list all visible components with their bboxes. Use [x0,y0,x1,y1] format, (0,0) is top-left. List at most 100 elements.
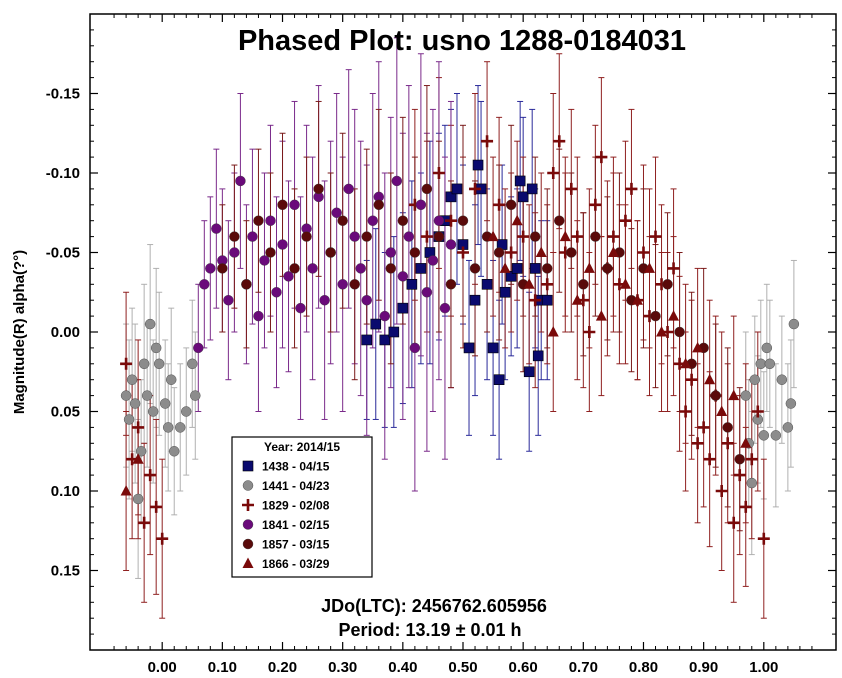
data-point [607,246,619,257]
data-point [541,294,553,306]
data-point [132,453,144,464]
data-point [343,183,354,195]
data-point [505,246,518,259]
data-point [547,167,560,179]
data-point [421,287,433,298]
x-tick-label: 0.80 [629,659,658,676]
x-tick-label: 0.70 [569,659,598,676]
data-point [566,247,577,258]
data-point [217,263,228,274]
data-point [445,279,457,290]
x-tick-label: 0.10 [208,659,237,676]
data-point [619,214,632,227]
data-point [409,247,421,258]
data-point [770,430,782,441]
data-point [295,302,306,314]
data-point [728,389,740,401]
data-point [397,215,409,226]
data-point [685,373,698,386]
data-point [650,310,661,322]
data-point [120,357,133,370]
data-point [349,279,360,290]
legend-items: 1438 - 04/15 1441 - 04/23 1829 - 02/08 1841… [242,460,330,571]
data-point [433,215,445,226]
data-point [144,318,156,330]
data-point [379,310,390,322]
data-point [421,183,433,195]
data-point [595,310,607,321]
data-point [415,199,427,211]
data-point [132,421,145,434]
data-point [526,183,538,195]
data-point [175,422,186,433]
jd-annotation: JDo(LTC): 2456762.605956 [321,596,547,616]
data-point [697,421,710,434]
legend-marker [242,519,254,530]
data-point [761,342,773,354]
x-tick-label: 0.20 [268,659,297,676]
data-point [397,271,409,282]
data-point [644,262,655,273]
data-point [211,223,222,234]
data-point [703,453,716,466]
markers-layer [120,135,800,545]
data-point [782,422,794,433]
data-point [135,446,147,457]
data-point [361,295,372,306]
data-point [403,231,415,242]
data-point [235,175,246,187]
legend: Year: 2014/15 1438 - 04/15 1441 - 04/23 18… [231,436,373,578]
legend-marker [242,557,254,568]
data-point [150,500,163,513]
data-point [553,135,566,148]
data-point [397,302,409,314]
data-point [129,398,141,409]
data-point [514,175,526,187]
data-point [631,294,643,305]
data-point [283,271,294,282]
data-point [205,263,216,274]
data-point [337,279,348,290]
data-point [247,231,258,242]
data-point [523,366,535,378]
data-point [444,214,457,227]
data-point [535,246,547,257]
x-tick-label: 0.60 [509,659,538,676]
data-point [265,215,276,226]
data-point [764,358,776,369]
data-point [602,263,613,274]
data-point [469,294,481,306]
data-point [674,326,685,338]
data-point [433,231,445,242]
data-point [583,262,595,273]
chart-title: Phased Plot: usno 1288-0184031 [238,25,686,57]
data-point [457,246,469,259]
data-point [457,215,469,226]
data-point [481,278,493,290]
data-point [542,263,553,274]
data-point [123,414,135,425]
data-point [481,135,494,148]
legend-label: 1841 - 02/15 [262,518,330,532]
legend-label: 1438 - 04/15 [262,460,330,474]
data-point [739,500,752,513]
data-point [529,294,542,307]
data-point [472,159,484,171]
y-tick-label: 0.10 [51,483,80,500]
data-point [692,341,704,353]
y-tick-label: -0.10 [46,165,80,182]
data-point [493,247,505,258]
data-point [427,255,439,266]
data-point [409,342,421,354]
data-point [163,422,174,433]
data-point [277,199,288,211]
data-point [271,287,282,298]
y-tick-label: 0.00 [51,324,80,341]
data-point [565,182,578,195]
data-point [578,279,589,290]
data-point [755,358,766,369]
data-point [445,239,457,250]
legend-marker [242,499,254,511]
data-point [746,477,757,489]
data-point [373,199,384,211]
